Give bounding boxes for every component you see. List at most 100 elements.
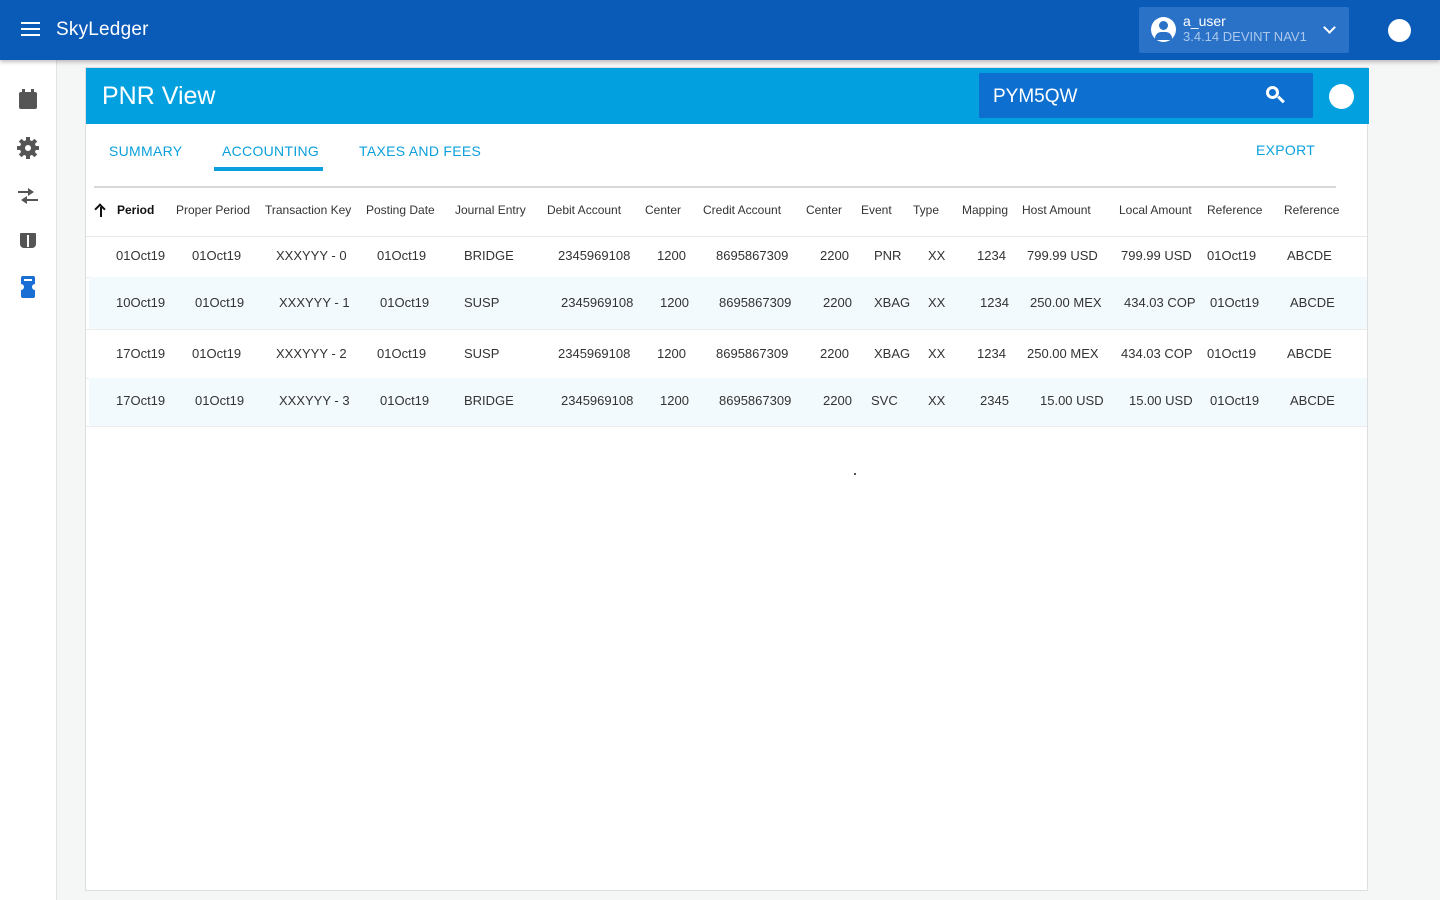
column-header-posting-date[interactable]: Posting Date — [366, 203, 435, 217]
cell-reference-code: ABCDE — [1287, 248, 1332, 263]
cell-event: SVC — [871, 393, 898, 408]
table-row[interactable]: 10Oct19 01Oct19 XXXYYY - 1 01Oct19 SUSP 23459… — [89, 277, 1367, 329]
cell-type: XX — [928, 295, 946, 310]
table-row[interactable]: 01Oct19 01Oct19 XXXYYY - 0 01Oct19 BRIDGE 234… — [89, 237, 1367, 277]
column-header-event[interactable]: Event — [861, 203, 892, 217]
cell-type: XX — [928, 248, 946, 263]
cell-period: 01Oct19 — [116, 248, 166, 263]
cell-local-amount: 434.03 COP — [1121, 346, 1193, 361]
search-icon[interactable] — [1266, 86, 1286, 106]
cell-reference-code: ABCDE — [1287, 346, 1332, 361]
cell-reference-code: ABCDE — [1290, 393, 1335, 408]
row-divider — [86, 426, 1367, 427]
cell-credit-center: 2200 — [820, 346, 849, 361]
header-action-button[interactable] — [1329, 84, 1354, 109]
cell-host-amount: 799.99 USD — [1027, 248, 1098, 263]
tab-taxes-and-fees[interactable]: TAXES AND FEES — [359, 143, 482, 159]
cell-local-amount: 799.99 USD — [1121, 248, 1192, 263]
cell-posting-date: 01Oct19 — [380, 295, 430, 310]
cell-event: PNR — [874, 248, 902, 263]
tab-accounting[interactable]: ACCOUNTING — [222, 143, 320, 159]
column-header-credit-account[interactable]: Credit Account — [703, 203, 782, 217]
cell-posting-date: 01Oct19 — [377, 346, 427, 361]
account-circle-icon — [1151, 17, 1176, 42]
cell-proper-period: 01Oct19 — [195, 295, 245, 310]
calendar-icon[interactable] — [17, 89, 39, 111]
cell-credit-account: 8695867309 — [716, 346, 789, 361]
cell-debit-account: 2345969108 — [558, 248, 631, 263]
pnr-search-input[interactable]: PYM5QW — [979, 73, 1313, 118]
page-title: PNR View — [102, 82, 216, 110]
column-header-reference-date[interactable]: Reference — [1207, 203, 1263, 217]
table-row[interactable]: 17Oct19 01Oct19 XXXYYY - 2 01Oct19 SUSP 23459… — [89, 329, 1367, 378]
column-header-host-amount[interactable]: Host Amount — [1022, 203, 1091, 217]
column-header-journal-entry[interactable]: Journal Entry — [455, 203, 526, 217]
cell-type: XX — [928, 393, 946, 408]
column-header-debit-center[interactable]: Center — [645, 203, 682, 217]
cell-mapping: 1234 — [980, 295, 1009, 310]
cell-reference-code: ABCDE — [1290, 295, 1335, 310]
appbar-action-button[interactable] — [1388, 19, 1411, 42]
cell-event: XBAG — [874, 346, 911, 361]
cell-posting-date: 01Oct19 — [377, 248, 427, 263]
cell-reference-date: 01Oct19 — [1207, 248, 1257, 263]
table-row[interactable]: 17Oct19 01Oct19 XXXYYY - 3 01Oct19 BRIDGE 234… — [89, 378, 1367, 426]
cell-transaction-key: XXXYYY - 3 — [279, 393, 350, 408]
column-header-period[interactable]: Period — [117, 203, 155, 217]
column-header-reference-code[interactable]: Reference — [1284, 203, 1340, 217]
card-header: PNR View PYM5QW — [86, 68, 1369, 124]
sort-ascending-icon[interactable] — [94, 203, 107, 217]
column-header-type[interactable]: Type — [913, 203, 940, 217]
cell-debit-center: 1200 — [657, 248, 686, 263]
column-header-mapping[interactable]: Mapping — [962, 203, 1009, 217]
book-icon[interactable] — [17, 230, 39, 252]
cell-transaction-key: XXXYYY - 0 — [276, 248, 347, 263]
cell-event: XBAG — [874, 295, 911, 310]
cell-debit-center: 1200 — [657, 346, 686, 361]
swap-icon[interactable] — [17, 185, 39, 207]
cell-credit-account: 8695867309 — [719, 295, 792, 310]
column-header-debit-account[interactable]: Debit Account — [547, 203, 622, 217]
column-header-credit-center[interactable]: Center — [806, 203, 843, 217]
menu-icon[interactable] — [21, 22, 40, 38]
cell-reference-date: 01Oct19 — [1207, 346, 1257, 361]
ticket-icon[interactable] — [17, 276, 39, 298]
cell-transaction-key: XXXYYY - 2 — [276, 346, 347, 361]
tab-summary[interactable]: SUMMARY — [109, 143, 183, 159]
cell-reference-date: 01Oct19 — [1210, 393, 1260, 408]
cell-proper-period: 01Oct19 — [195, 393, 245, 408]
cell-journal-entry: BRIDGE — [464, 393, 514, 408]
tabs-divider — [94, 186, 1336, 188]
user-menu-button[interactable]: a_user 3.4.14 DEVINT NAV1 — [1139, 7, 1349, 53]
stray-dot — [854, 473, 856, 475]
cell-debit-account: 2345969108 — [558, 346, 631, 361]
cell-transaction-key: XXXYYY - 1 — [279, 295, 350, 310]
cell-mapping: 2345 — [980, 393, 1009, 408]
cell-host-amount: 250.00 MEX — [1030, 295, 1102, 310]
export-button[interactable]: EXPORT — [1256, 142, 1316, 158]
active-tab-indicator — [214, 167, 323, 171]
cell-local-amount: 434.03 COP — [1124, 295, 1196, 310]
nav-rail — [0, 60, 57, 900]
cell-debit-account: 2345969108 — [561, 393, 634, 408]
cell-mapping: 1234 — [977, 346, 1006, 361]
column-header-local-amount[interactable]: Local Amount — [1119, 203, 1192, 217]
search-value: PYM5QW — [993, 86, 1078, 107]
user-version: 3.4.14 DEVINT NAV1 — [1183, 29, 1307, 44]
cell-debit-center: 1200 — [660, 295, 689, 310]
gear-icon[interactable] — [17, 137, 39, 159]
row-divider — [86, 329, 1367, 330]
cell-period: 10Oct19 — [116, 295, 166, 310]
cell-reference-date: 01Oct19 — [1210, 295, 1260, 310]
cell-posting-date: 01Oct19 — [380, 393, 430, 408]
user-name: a_user — [1183, 13, 1226, 29]
cell-credit-center: 2200 — [823, 295, 852, 310]
cell-journal-entry: SUSP — [464, 295, 500, 310]
cell-proper-period: 01Oct19 — [192, 346, 242, 361]
column-header-proper-period[interactable]: Proper Period — [176, 203, 251, 217]
column-header-transaction-key[interactable]: Transaction Key — [265, 203, 352, 217]
cell-journal-entry: BRIDGE — [464, 248, 514, 263]
cell-mapping: 1234 — [977, 248, 1006, 263]
app-brand: SkyLedger — [56, 19, 149, 40]
app-bar: SkyLedger a_user 3.4.14 DEVINT NAV1 — [0, 0, 1440, 60]
